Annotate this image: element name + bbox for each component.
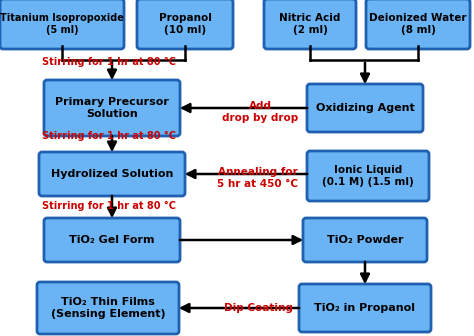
FancyBboxPatch shape (0, 0, 124, 49)
Text: TiO₂ in Propanol: TiO₂ in Propanol (315, 303, 416, 313)
FancyBboxPatch shape (366, 0, 470, 49)
FancyBboxPatch shape (37, 282, 179, 334)
Text: Add
drop by drop: Add drop by drop (222, 101, 298, 123)
Text: Primary Precursor
Solution: Primary Precursor Solution (55, 97, 169, 119)
FancyBboxPatch shape (39, 152, 185, 196)
Text: Nitric Acid
(2 ml): Nitric Acid (2 ml) (279, 13, 341, 35)
Text: Oxidizing Agent: Oxidizing Agent (316, 103, 414, 113)
FancyBboxPatch shape (137, 0, 233, 49)
FancyBboxPatch shape (44, 218, 180, 262)
Text: Ionic Liquid
(0.1 M) (1.5 ml): Ionic Liquid (0.1 M) (1.5 ml) (322, 165, 414, 187)
Text: Stirring for 1 hr at 80 °C: Stirring for 1 hr at 80 °C (42, 57, 176, 67)
Text: Stirring for 1 hr at 80 °C: Stirring for 1 hr at 80 °C (42, 201, 176, 211)
Text: Annealing for
5 hr at 450 °C: Annealing for 5 hr at 450 °C (218, 167, 299, 189)
Text: Propanol
(10 ml): Propanol (10 ml) (159, 13, 211, 35)
FancyBboxPatch shape (44, 80, 180, 136)
Text: Deionized Water
(8 ml): Deionized Water (8 ml) (369, 13, 467, 35)
Text: TiO₂ Powder: TiO₂ Powder (327, 235, 403, 245)
FancyBboxPatch shape (307, 151, 429, 201)
Text: Hydrolized Solution: Hydrolized Solution (51, 169, 173, 179)
Text: Dip Coating: Dip Coating (224, 303, 292, 313)
Text: TiO₂ Gel Form: TiO₂ Gel Form (69, 235, 155, 245)
Text: TiO₂ Thin Films
(Sensing Element): TiO₂ Thin Films (Sensing Element) (51, 297, 165, 319)
FancyBboxPatch shape (307, 84, 423, 132)
FancyBboxPatch shape (299, 284, 431, 332)
FancyBboxPatch shape (303, 218, 427, 262)
Text: Titanium Isopropoxide
(5 ml): Titanium Isopropoxide (5 ml) (0, 13, 124, 35)
FancyBboxPatch shape (264, 0, 356, 49)
Text: Stirring for 1 hr at 80 °C: Stirring for 1 hr at 80 °C (42, 131, 176, 141)
